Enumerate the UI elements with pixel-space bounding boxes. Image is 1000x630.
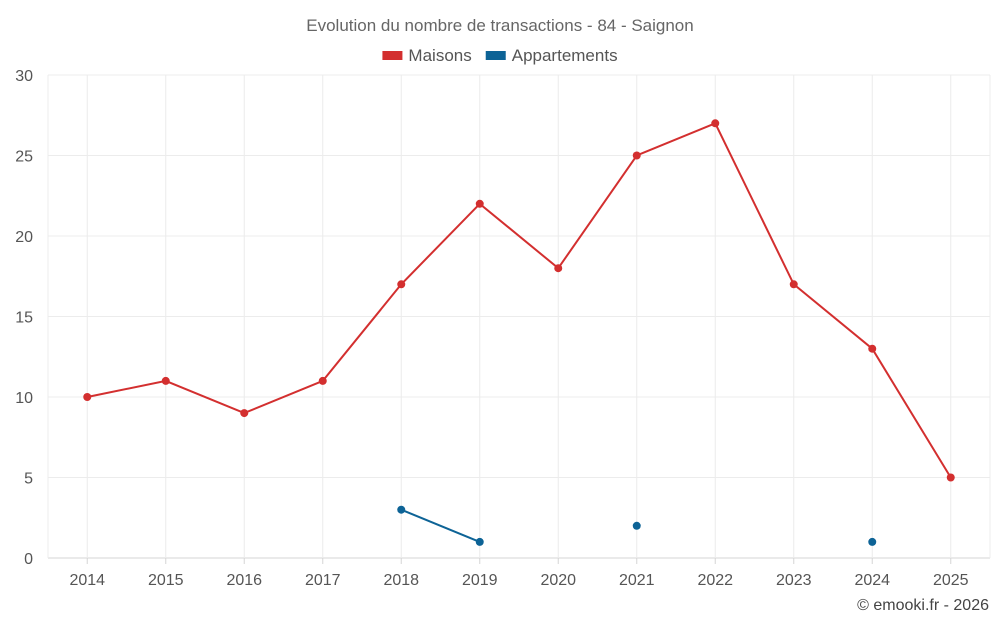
series-appartements bbox=[397, 505, 877, 546]
data-point[interactable] bbox=[711, 119, 720, 128]
series-maisons bbox=[83, 119, 955, 482]
credit-text: © emooki.fr - 2026 bbox=[857, 597, 989, 614]
x-tick-label: 2024 bbox=[854, 572, 890, 589]
x-tick-label: 2021 bbox=[619, 572, 655, 589]
x-tick-label: 2015 bbox=[148, 572, 184, 589]
chart-title: Evolution du nombre de transactions - 84… bbox=[306, 16, 693, 35]
data-point[interactable] bbox=[868, 537, 877, 546]
data-point[interactable] bbox=[318, 376, 327, 385]
y-tick-label: 15 bbox=[15, 310, 33, 327]
data-point[interactable] bbox=[868, 344, 877, 353]
y-tick-label: 10 bbox=[15, 390, 33, 407]
legend-swatch bbox=[382, 51, 403, 60]
x-tick-label: 2020 bbox=[540, 572, 576, 589]
x-tick-label: 2018 bbox=[383, 572, 419, 589]
y-tick-label: 0 bbox=[24, 551, 33, 568]
x-tick-label: 2019 bbox=[462, 572, 498, 589]
legend-label: Maisons bbox=[408, 46, 471, 65]
legend-item-appartements[interactable]: Appartements bbox=[485, 46, 618, 65]
legend-label: Appartements bbox=[512, 46, 618, 65]
data-point[interactable] bbox=[397, 505, 406, 514]
x-tick-label: 2023 bbox=[776, 572, 812, 589]
series-layer bbox=[83, 119, 955, 546]
y-tick-label: 30 bbox=[15, 68, 33, 85]
legend-item-maisons[interactable]: Maisons bbox=[382, 46, 472, 65]
y-tick-label: 5 bbox=[24, 471, 33, 488]
x-tick-label: 2022 bbox=[697, 572, 733, 589]
x-tick-label: 2025 bbox=[933, 572, 969, 589]
data-point[interactable] bbox=[161, 376, 170, 385]
data-point[interactable] bbox=[83, 393, 92, 401]
data-point[interactable] bbox=[632, 521, 641, 530]
x-tick-label: 2014 bbox=[69, 572, 105, 589]
series-line bbox=[87, 122, 952, 479]
series-line bbox=[400, 508, 481, 543]
x-tick-label: 2017 bbox=[305, 572, 341, 589]
y-tick-label: 25 bbox=[15, 149, 33, 166]
data-point[interactable] bbox=[397, 280, 406, 289]
data-point[interactable] bbox=[240, 409, 249, 418]
data-point[interactable] bbox=[632, 151, 641, 160]
data-point[interactable] bbox=[475, 199, 484, 208]
x-tick-label: 2016 bbox=[226, 572, 262, 589]
legend: Maisons Appartements bbox=[382, 46, 618, 65]
grid bbox=[47, 74, 991, 559]
data-point[interactable] bbox=[789, 280, 798, 289]
data-point[interactable] bbox=[475, 537, 484, 546]
y-tick-label: 20 bbox=[15, 229, 33, 246]
data-point[interactable] bbox=[554, 264, 563, 273]
data-point[interactable] bbox=[946, 473, 955, 482]
legend-swatch bbox=[485, 51, 506, 60]
